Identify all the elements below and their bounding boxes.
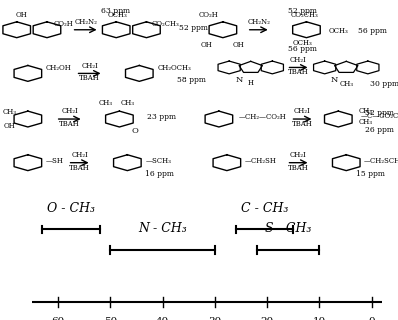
Text: CO₂H: CO₂H	[54, 20, 74, 28]
Text: 52 ppm: 52 ppm	[179, 24, 208, 32]
Text: S - CH₃: S - CH₃	[265, 222, 311, 235]
Text: 26 ppm: 26 ppm	[365, 126, 394, 134]
Text: N: N	[331, 76, 338, 84]
Text: OH: OH	[4, 122, 16, 130]
Text: CH₂I: CH₂I	[71, 151, 88, 159]
Text: OH: OH	[16, 12, 28, 20]
Text: CH₃: CH₃	[339, 80, 353, 88]
Text: TBAH: TBAH	[69, 164, 90, 172]
Text: CH₃: CH₃	[358, 107, 372, 115]
Text: —C—CO₂CH₃: —C—CO₂CH₃	[360, 112, 398, 120]
Text: CH₂I: CH₂I	[290, 56, 307, 64]
Text: TBAH: TBAH	[292, 120, 313, 128]
Text: OH: OH	[201, 41, 213, 49]
Text: CH₂I: CH₂I	[61, 108, 78, 116]
Text: 10: 10	[313, 317, 326, 320]
Text: OH: OH	[233, 41, 245, 49]
Text: CH₃: CH₃	[120, 99, 135, 107]
Text: CH₃: CH₃	[358, 118, 372, 126]
Text: CO₂H: CO₂H	[199, 12, 219, 20]
Text: H: H	[248, 79, 254, 87]
Text: 58 ppm: 58 ppm	[177, 76, 205, 84]
Text: CH₂OH: CH₂OH	[46, 64, 72, 72]
Text: TBAH: TBAH	[288, 68, 309, 76]
Text: CH₂N₂: CH₂N₂	[247, 18, 270, 26]
Text: CH₂I: CH₂I	[294, 108, 311, 116]
Text: 52 ppm: 52 ppm	[365, 109, 394, 117]
Text: O: O	[132, 127, 139, 135]
Text: —CH₂—CO₂H: —CH₂—CO₂H	[239, 113, 287, 121]
Text: CO₂CH₃: CO₂CH₃	[291, 11, 318, 19]
Text: —CH₂SCH₃: —CH₂SCH₃	[364, 157, 398, 165]
Text: O - CH₃: O - CH₃	[47, 202, 95, 215]
Text: OCH₃: OCH₃	[328, 27, 348, 35]
Text: CH₂OCH₃: CH₂OCH₃	[157, 64, 191, 72]
Text: N: N	[235, 76, 242, 84]
Text: C - CH₃: C - CH₃	[241, 202, 288, 215]
Text: CO₂CH₃: CO₂CH₃	[151, 20, 179, 28]
Text: 56 ppm: 56 ppm	[358, 27, 387, 35]
Text: OCH₃: OCH₃	[293, 39, 312, 47]
Text: 23 ppm: 23 ppm	[147, 113, 176, 121]
Text: 63 ppm: 63 ppm	[101, 7, 130, 15]
Text: 16 ppm: 16 ppm	[145, 170, 174, 178]
Text: —SH: —SH	[46, 157, 64, 165]
Text: CH₂I: CH₂I	[81, 62, 98, 70]
Text: TBAH: TBAH	[288, 164, 309, 172]
Text: 30: 30	[208, 317, 221, 320]
Text: 15 ppm: 15 ppm	[356, 170, 384, 178]
Text: TBAH: TBAH	[59, 120, 80, 128]
Text: 50: 50	[103, 317, 117, 320]
Text: 20: 20	[260, 317, 274, 320]
Text: N - CH₃: N - CH₃	[138, 222, 187, 235]
Text: CH₃: CH₃	[98, 99, 113, 107]
Text: 60: 60	[51, 317, 64, 320]
Text: —CH₂SH: —CH₂SH	[245, 157, 277, 165]
Text: OCH₃: OCH₃	[107, 11, 127, 19]
Text: 40: 40	[156, 317, 169, 320]
Text: TBAH: TBAH	[79, 74, 100, 82]
Text: 56 ppm: 56 ppm	[288, 44, 317, 52]
Text: 52 ppm: 52 ppm	[288, 7, 317, 15]
Text: 0: 0	[368, 317, 375, 320]
Text: CH₂N₂: CH₂N₂	[74, 18, 97, 26]
Text: CH₂I: CH₂I	[290, 151, 307, 159]
Text: 30 ppm: 30 ppm	[370, 80, 398, 88]
Text: CH₃: CH₃	[3, 108, 17, 116]
Text: —SCH₃: —SCH₃	[145, 157, 171, 165]
